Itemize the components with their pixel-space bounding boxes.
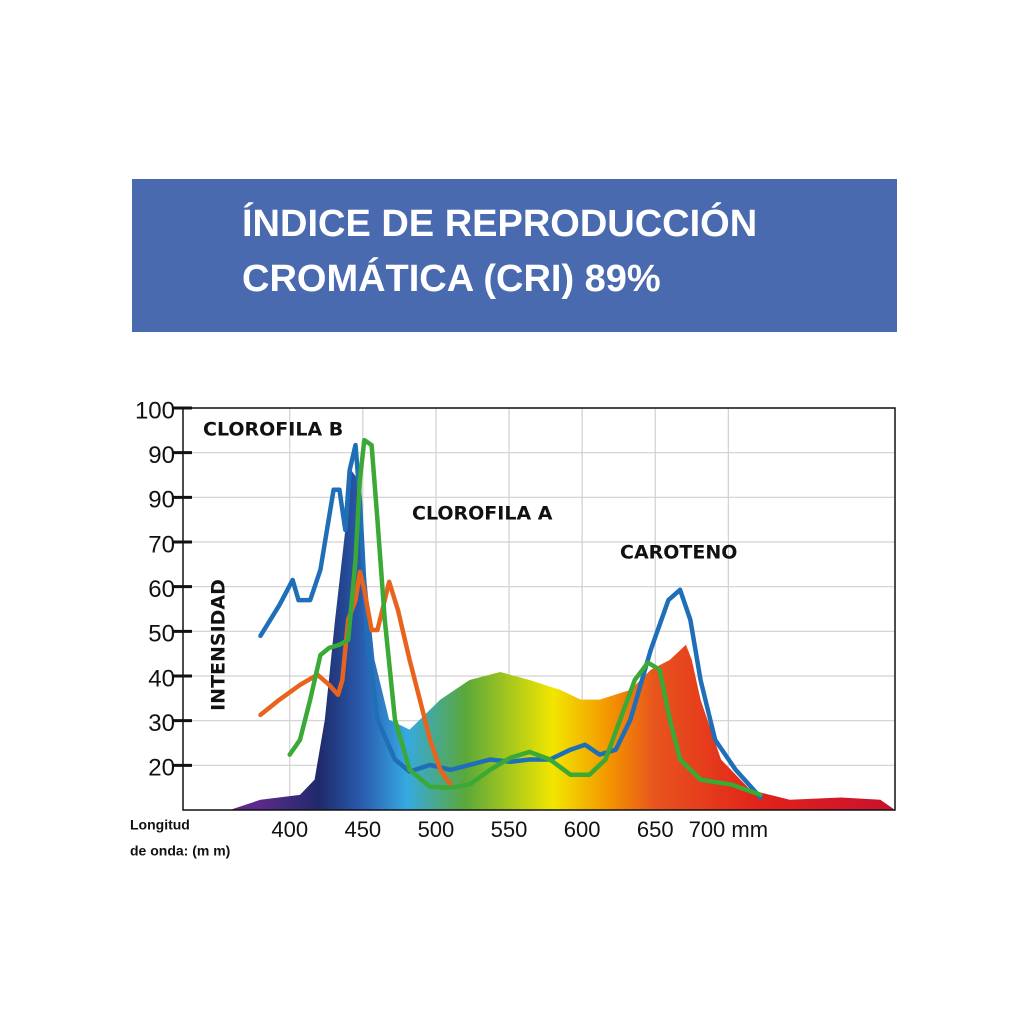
title-line: ÍNDICE DE REPRODUCCIÓN: [242, 201, 757, 245]
x-tick-label: 550: [491, 817, 528, 842]
x-tick-label: 450: [344, 817, 381, 842]
x-tick-label: 500: [418, 817, 455, 842]
y-tick-label: 100: [135, 397, 175, 424]
y-tick-label: 30: [148, 710, 175, 737]
x-tick-label: 700 mm: [689, 817, 768, 842]
y-axis-label: INTENSIDAD: [208, 579, 230, 711]
x-tick-label: 600: [564, 817, 601, 842]
plot-border: [182, 407, 896, 811]
title-banner: [132, 179, 897, 332]
x-tick-label: 400: [271, 817, 308, 842]
y-tick-label: 20: [148, 755, 175, 782]
x-axis-label: de onda: (m m): [130, 843, 230, 859]
line-series: [258, 569, 453, 787]
y-tick-label: 90: [148, 487, 175, 514]
title-line: CROMÁTICA (CRI) 89%: [242, 256, 661, 300]
line-series: [258, 442, 763, 800]
annotation: CAROTENO: [620, 542, 737, 564]
plot: 20 30 40 50 60 70 90 90 100 400 450 500 550 600 650 700…: [135, 397, 896, 842]
annotation: CLOROFILA A: [412, 503, 553, 525]
annotation: CLOROFILA B: [203, 419, 343, 441]
x-tick-label: 650: [637, 817, 674, 842]
y-tick-label: 50: [148, 621, 175, 648]
line-series: [287, 437, 763, 798]
y-tick-label: 60: [148, 576, 175, 603]
y-tick-label: 40: [148, 665, 175, 692]
x-axis-label: Longitud: [130, 817, 190, 833]
y-tick-label: 70: [148, 531, 175, 558]
y-tick-label: 90: [148, 442, 175, 469]
